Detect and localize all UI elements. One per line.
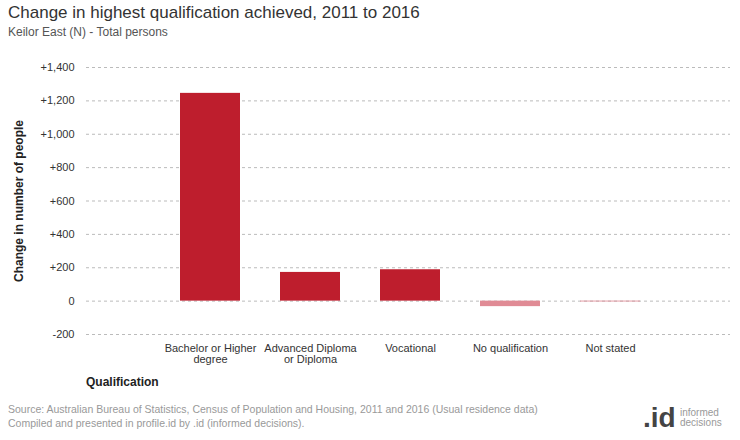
svg-text:+1,400: +1,400 xyxy=(41,61,75,73)
svg-text:+600: +600 xyxy=(50,195,75,207)
html-text:Qualification: Qualification xyxy=(86,375,159,389)
svg-text:+400: +400 xyxy=(50,228,75,240)
svg-text:Advanced Diplomaor Diploma: Advanced Diplomaor Diploma xyxy=(264,342,357,365)
svg-text:Bachelor or Higherdegree: Bachelor or Higherdegree xyxy=(165,342,257,365)
html-text:Change in highest qualificatio: Change in highest qualification achieved… xyxy=(8,3,420,22)
svg-text:No qualification: No qualification xyxy=(473,342,548,354)
html-text:Source: Australian Bureau of S: Source: Australian Bureau of Statistics,… xyxy=(8,403,538,415)
svg-text:+1,200: +1,200 xyxy=(41,94,75,106)
svg-text:Change in number of people: Change in number of people xyxy=(12,120,26,282)
svg-text:Not stated: Not stated xyxy=(585,342,635,354)
html-text:.id: .id xyxy=(642,402,676,433)
svg-text:0: 0 xyxy=(68,295,74,307)
svg-text:+800: +800 xyxy=(50,161,75,173)
html-text:informed decisions: informed decisions xyxy=(680,407,722,428)
svg-text:-200: -200 xyxy=(52,328,74,340)
svg-text:+1,000: +1,000 xyxy=(41,128,75,140)
html-text:Keilor East (N) - Total person: Keilor East (N) - Total persons xyxy=(8,25,168,39)
html-text:Compiled and presented in prof: Compiled and presented in profile.id by … xyxy=(8,417,305,429)
svg-text:Vocational: Vocational xyxy=(385,342,436,354)
svg-text:+200: +200 xyxy=(50,261,75,273)
